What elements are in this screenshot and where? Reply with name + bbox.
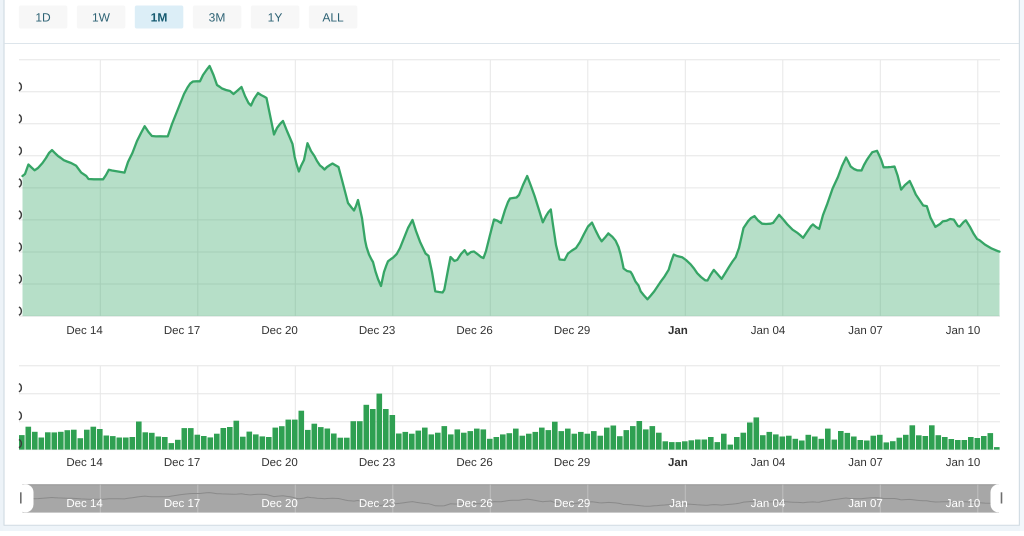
svg-text:Dec 23: Dec 23 — [359, 457, 395, 469]
svg-text:Dec 26: Dec 26 — [456, 325, 492, 337]
svg-text:Dec 17: Dec 17 — [164, 325, 200, 337]
svg-text:Dec 29: Dec 29 — [554, 498, 590, 510]
svg-text:Dec 29: Dec 29 — [554, 325, 590, 337]
svg-text:Dec 14: Dec 14 — [66, 498, 103, 510]
svg-text:Jan 07: Jan 07 — [848, 457, 883, 469]
svg-text:Dec 14: Dec 14 — [66, 325, 103, 337]
svg-text:Jan 07: Jan 07 — [848, 498, 883, 510]
svg-text:Jan 10: Jan 10 — [946, 498, 981, 510]
svg-text:1M: 1M — [151, 11, 168, 25]
svg-text:Jan: Jan — [669, 498, 688, 510]
svg-text:Dec 20: Dec 20 — [261, 325, 297, 337]
svg-text:Jan 04: Jan 04 — [751, 498, 786, 510]
svg-text:Jan 10: Jan 10 — [946, 457, 981, 469]
svg-text:Dec 23: Dec 23 — [359, 498, 395, 510]
svg-text:1W: 1W — [92, 11, 111, 25]
svg-text:Jan 04: Jan 04 — [751, 325, 786, 337]
svg-text:ALL: ALL — [322, 11, 344, 25]
svg-text:Dec 26: Dec 26 — [456, 498, 492, 510]
svg-text:Dec 14: Dec 14 — [66, 457, 103, 469]
svg-text:Dec 20: Dec 20 — [261, 457, 297, 469]
svg-text:Dec 17: Dec 17 — [164, 457, 200, 469]
svg-text:Dec 23: Dec 23 — [359, 325, 395, 337]
svg-text:Jan 04: Jan 04 — [751, 457, 786, 469]
svg-text:1D: 1D — [35, 11, 51, 25]
svg-text:Jan: Jan — [668, 457, 688, 469]
svg-text:1Y: 1Y — [268, 11, 283, 25]
svg-text:Jan 10: Jan 10 — [946, 325, 981, 337]
svg-text:Dec 29: Dec 29 — [554, 457, 590, 469]
svg-text:3M: 3M — [209, 11, 226, 25]
svg-text:Dec 20: Dec 20 — [261, 498, 297, 510]
svg-text:Jan 07: Jan 07 — [848, 325, 883, 337]
svg-text:Jan: Jan — [668, 325, 688, 337]
svg-text:Dec 26: Dec 26 — [456, 457, 492, 469]
svg-text:Dec 17: Dec 17 — [164, 498, 200, 510]
